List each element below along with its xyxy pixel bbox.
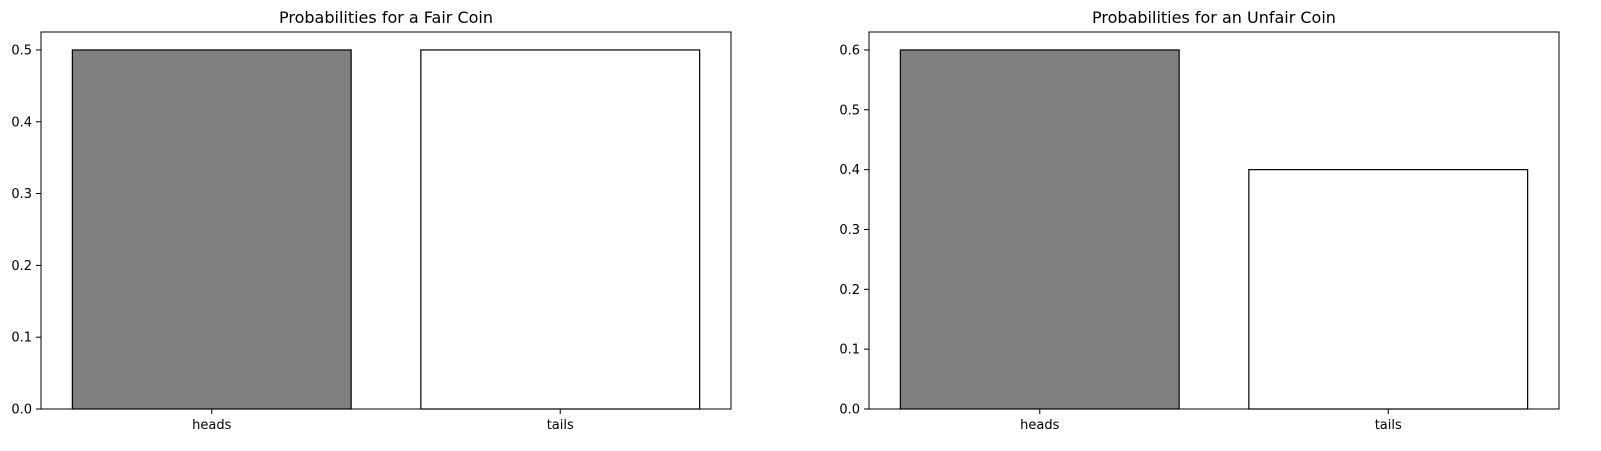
y-tick-label: 0.0 [11, 403, 32, 418]
chart-2: Probabilities for an Unfair Coin heads tai… [839, 8, 1560, 433]
chart-1: Probabilities for a Fair Coin heads tails 0… [11, 8, 732, 433]
bar-heads [899, 49, 1180, 410]
axes-frame [868, 31, 1560, 410]
y-tick-label: 0.3 [839, 223, 860, 238]
bar-tails [1248, 169, 1529, 410]
x-tick-label: heads [192, 418, 231, 433]
y-tick-label: 0.5 [11, 43, 32, 58]
y-tick-label: 0.0 [839, 403, 860, 418]
chart-title: Probabilities for a Fair Coin [279, 8, 493, 27]
bar-tails [420, 49, 701, 410]
y-tick-label: 0.2 [839, 283, 860, 298]
y-tick-label: 0.2 [11, 259, 32, 274]
y-tick-label: 0.3 [11, 187, 32, 202]
x-tick-label: heads [1020, 418, 1059, 433]
bar-heads [71, 49, 352, 410]
x-tick-label: tails [547, 418, 574, 433]
y-tick-label: 0.4 [11, 115, 32, 130]
y-tick-label: 0.1 [11, 331, 32, 346]
y-tick-label: 0.6 [839, 43, 860, 58]
chart-title: Probabilities for an Unfair Coin [1092, 8, 1336, 27]
y-tick-label: 0.1 [839, 343, 860, 358]
y-tick-label: 0.5 [839, 103, 860, 118]
x-tick-label: tails [1375, 418, 1402, 433]
y-tick-label: 0.4 [839, 163, 860, 178]
axes-frame [40, 31, 732, 410]
